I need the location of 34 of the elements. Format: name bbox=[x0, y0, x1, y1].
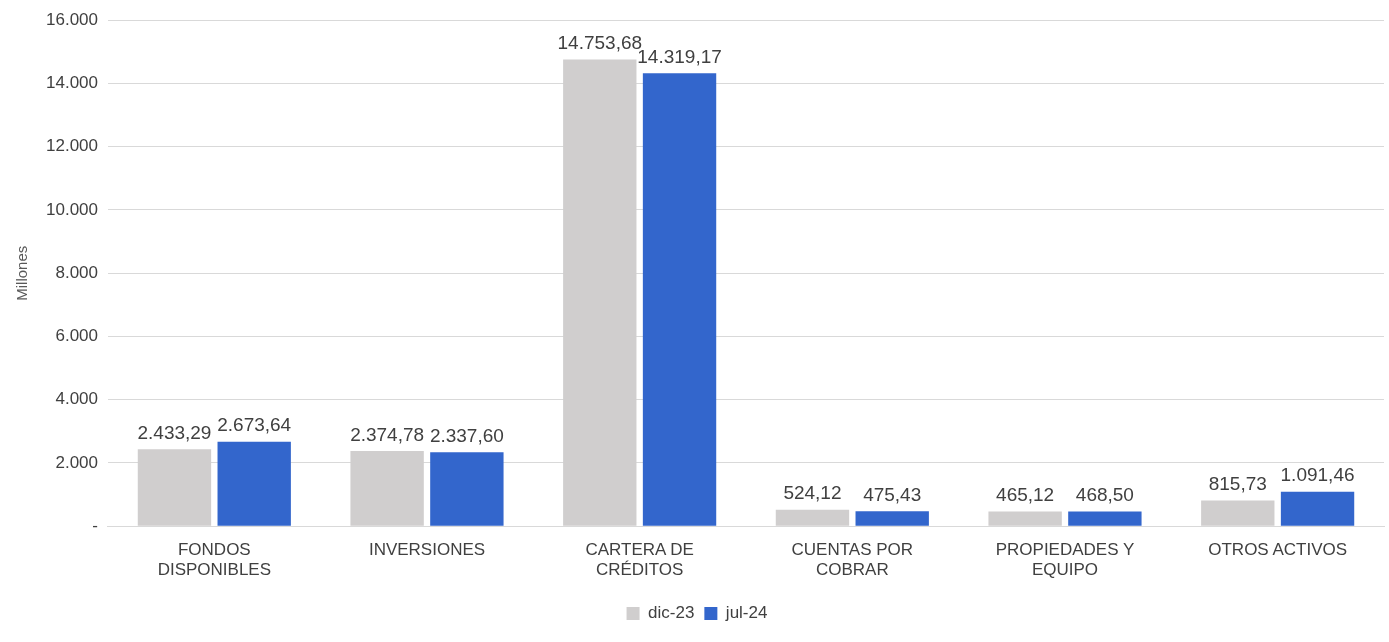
x-tick-label: OTROS ACTIVOS bbox=[1208, 540, 1348, 560]
bar bbox=[430, 452, 504, 526]
data-label: 2.433,29 bbox=[137, 421, 212, 443]
bar bbox=[1280, 491, 1355, 526]
y-tick-label: 16.000 bbox=[46, 9, 98, 29]
y-axis-title: Millones bbox=[13, 245, 31, 301]
data-label: 2.673,64 bbox=[217, 414, 292, 436]
x-tick-label: CUENTAS POR COBRAR bbox=[791, 540, 914, 580]
y-tick-label: 8.000 bbox=[55, 262, 98, 282]
y-tick-label: 6.000 bbox=[55, 326, 98, 346]
y-tick-label: 2.000 bbox=[55, 452, 98, 472]
x-tick-label: INVERSIONES bbox=[368, 540, 486, 560]
data-label: 468,50 bbox=[1075, 484, 1134, 506]
data-label: 465,12 bbox=[996, 484, 1055, 506]
x-tick-label: PROPIEDADES Y EQUIPO bbox=[995, 540, 1135, 580]
y-tick-label: - bbox=[92, 515, 98, 535]
y-tick-label: 4.000 bbox=[55, 389, 98, 409]
x-tick-label: FONDOS DISPONIBLES bbox=[157, 540, 272, 580]
bar bbox=[642, 73, 717, 526]
data-label: 2.374,78 bbox=[350, 423, 425, 445]
y-tick-label: 12.000 bbox=[46, 136, 98, 156]
data-label: 1.091,46 bbox=[1280, 464, 1355, 486]
data-label: 2.337,60 bbox=[429, 425, 504, 447]
legend-label: dic-23 bbox=[648, 603, 695, 623]
bar bbox=[855, 511, 929, 526]
legend-label: jul-24 bbox=[724, 603, 768, 623]
y-tick-label: 14.000 bbox=[46, 73, 98, 93]
bar bbox=[1068, 511, 1142, 526]
bar bbox=[217, 441, 291, 526]
x-tick-label: CARTERA DE CRÉDITOS bbox=[585, 540, 694, 580]
data-label: 524,12 bbox=[783, 482, 842, 504]
y-tick-label: 10.000 bbox=[46, 199, 98, 219]
data-label: 475,43 bbox=[863, 483, 922, 505]
data-label: 815,73 bbox=[1208, 473, 1267, 495]
